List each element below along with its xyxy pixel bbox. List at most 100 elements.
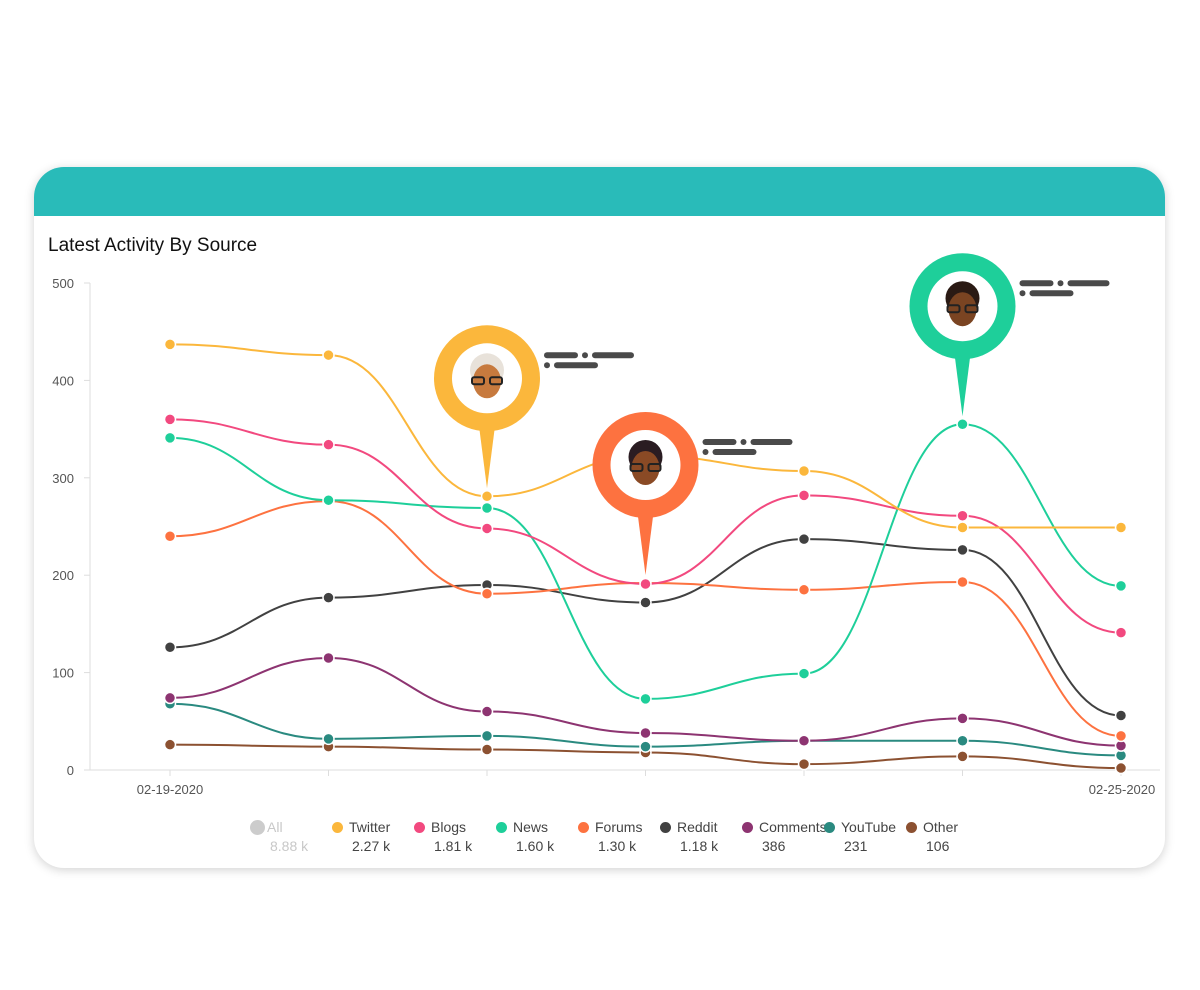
avatar-glasses bbox=[471, 376, 485, 386]
y-tick-label: 0 bbox=[67, 763, 74, 778]
legend: All 8.88 k Twitter 2.27 k Blogs 1.81 k News 1.6… bbox=[250, 819, 988, 854]
y-tick-label: 100 bbox=[52, 666, 74, 681]
legend-item-youtube[interactable]: YouTube 231 bbox=[824, 819, 906, 854]
avatar-older-man-glasses-icon bbox=[470, 353, 504, 399]
redacted-label bbox=[1029, 290, 1074, 297]
legend-total: 1.18 k bbox=[680, 838, 719, 854]
redacted-label bbox=[740, 438, 747, 445]
data-point-news bbox=[480, 501, 494, 515]
redacted-label bbox=[702, 448, 709, 455]
legend-dot-icon bbox=[660, 822, 671, 833]
data-point-youtube bbox=[639, 740, 652, 753]
legend-item-reddit[interactable]: Reddit 1.18 k bbox=[660, 819, 742, 854]
card-header bbox=[34, 167, 1165, 216]
avatar-face bbox=[631, 450, 660, 485]
legend-total: 106 bbox=[926, 838, 950, 854]
data-point-comments bbox=[163, 691, 177, 705]
data-point-forums bbox=[163, 529, 177, 543]
redacted-label bbox=[1019, 290, 1026, 297]
y-tick-label: 400 bbox=[52, 373, 74, 388]
legend-total: 8.88 k bbox=[270, 838, 309, 854]
data-point-other bbox=[1114, 761, 1128, 775]
data-point-comments bbox=[639, 726, 652, 740]
data-point-forums bbox=[797, 583, 811, 597]
redacted-label bbox=[582, 352, 588, 359]
data-point-youtube bbox=[956, 734, 969, 748]
data-point-news bbox=[1114, 579, 1128, 593]
pin-pointer bbox=[636, 504, 655, 575]
legend-dot-icon bbox=[742, 822, 753, 833]
data-point-reddit bbox=[1114, 709, 1128, 722]
data-point-twitter bbox=[163, 338, 177, 351]
avatar-glasses bbox=[964, 304, 979, 314]
data-point-comments bbox=[480, 705, 494, 718]
legend-item-forums[interactable]: Forums 1.30 k bbox=[578, 819, 660, 854]
avatar-face bbox=[473, 364, 501, 399]
data-point-reddit bbox=[797, 532, 811, 546]
y-tick-label: 500 bbox=[52, 276, 74, 291]
data-point-blogs bbox=[480, 522, 494, 535]
redacted-label bbox=[1057, 280, 1064, 287]
legend-item-other[interactable]: Other 106 bbox=[906, 819, 988, 854]
redacted-label bbox=[1067, 280, 1110, 287]
legend-dot-icon bbox=[906, 822, 917, 833]
data-point-twitter bbox=[797, 464, 811, 478]
data-point-reddit bbox=[956, 543, 969, 557]
legend-item-comments[interactable]: Comments 386 bbox=[742, 819, 827, 854]
legend-item-news[interactable]: News 1.60 k bbox=[496, 819, 578, 854]
legend-name: Blogs bbox=[431, 819, 467, 835]
data-point-youtube bbox=[322, 732, 335, 746]
legend-dot-icon bbox=[824, 822, 835, 833]
data-point-other bbox=[480, 743, 494, 756]
legend-name: Reddit bbox=[677, 819, 718, 835]
avatar-glasses bbox=[629, 462, 644, 472]
legend-item-twitter[interactable]: Twitter 2.27 k bbox=[332, 819, 414, 854]
redacted-label bbox=[592, 352, 634, 359]
redacted-label bbox=[702, 438, 737, 445]
data-point-blogs bbox=[639, 577, 652, 591]
legend-name: News bbox=[513, 819, 549, 835]
data-point-forums bbox=[956, 575, 969, 589]
legend-total: 2.27 k bbox=[352, 838, 391, 854]
data-point-twitter bbox=[956, 521, 969, 534]
data-point-forums bbox=[1114, 729, 1128, 743]
annotation-pin bbox=[592, 411, 793, 575]
data-point-twitter bbox=[480, 490, 494, 503]
annotation-pin bbox=[909, 253, 1110, 417]
data-point-forums bbox=[480, 587, 494, 600]
avatar-face bbox=[948, 292, 977, 327]
data-point-comments bbox=[797, 734, 811, 748]
data-point-other bbox=[956, 750, 969, 763]
data-point-reddit bbox=[639, 596, 652, 609]
legend-name: Comments bbox=[759, 819, 827, 835]
data-point-news bbox=[956, 417, 969, 431]
redacted-label bbox=[750, 438, 793, 445]
legend-name: Other bbox=[923, 819, 959, 835]
data-point-news bbox=[163, 431, 177, 445]
data-point-blogs bbox=[163, 413, 177, 426]
data-point-news bbox=[639, 692, 652, 706]
data-point-other bbox=[797, 757, 811, 771]
avatar-woman-curly-hair-icon bbox=[628, 439, 663, 485]
legend-name: All bbox=[267, 819, 283, 835]
legend-dot-icon bbox=[578, 822, 589, 833]
legend-total: 1.81 k bbox=[434, 838, 473, 854]
legend-total: 231 bbox=[844, 838, 868, 854]
x-tick-label: 02-19-2020 bbox=[137, 782, 204, 797]
legend-item-all[interactable]: All 8.88 k bbox=[250, 819, 332, 854]
data-point-twitter bbox=[1114, 521, 1128, 534]
avatar-glasses bbox=[489, 376, 503, 386]
legend-total: 386 bbox=[762, 838, 786, 854]
legend-dot-icon bbox=[496, 822, 507, 833]
redacted-label bbox=[544, 362, 550, 369]
legend-dot-icon bbox=[414, 822, 425, 833]
pin-pointer bbox=[953, 346, 972, 417]
legend-item-blogs[interactable]: Blogs 1.81 k bbox=[414, 819, 496, 854]
data-point-reddit bbox=[322, 591, 335, 604]
y-tick-label: 300 bbox=[52, 471, 74, 486]
legend-name: YouTube bbox=[841, 819, 897, 835]
legend-name: Forums bbox=[595, 819, 643, 835]
y-tick-label: 200 bbox=[52, 568, 74, 583]
legend-total: 1.60 k bbox=[516, 838, 555, 854]
data-point-reddit bbox=[163, 641, 177, 654]
